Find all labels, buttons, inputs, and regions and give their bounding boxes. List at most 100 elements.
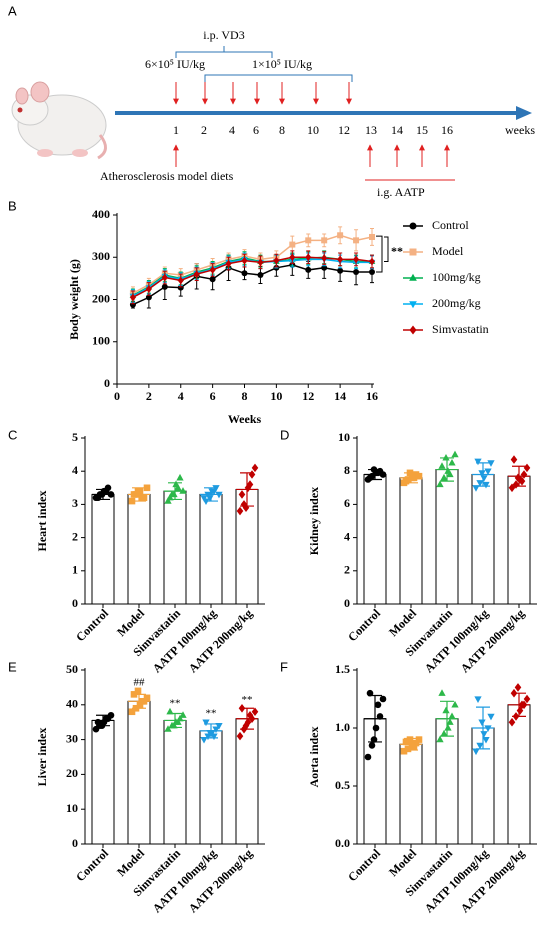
data-point [476,480,484,487]
data-point [520,470,528,479]
data-point [143,694,151,702]
data-point [176,473,184,481]
error-bar [400,737,422,751]
data-point [478,470,486,477]
data-point [257,271,264,278]
legend-label: Simvastatin [432,322,489,336]
data-point [166,707,174,715]
error-bar [92,714,114,727]
legend-marker [409,273,417,281]
treatment-label: i.g. AATP [377,185,425,199]
legend-label: Model [432,244,464,258]
data-point [134,687,142,695]
data-point [209,276,216,283]
data-point [170,721,178,729]
bar [91,719,115,845]
error-bar [364,694,386,743]
data-point [451,700,459,708]
data-point [257,258,264,267]
x-tick-label: Control [345,846,383,884]
series-line [132,234,373,294]
x-tick-label: 0 [114,389,120,403]
y-tick-label: 4 [344,529,350,543]
diet-label: Atherosclerosis model diets [100,169,234,183]
data-point [451,450,459,458]
data-point [164,725,172,732]
data-point [374,701,382,709]
data-point [129,301,136,308]
significance-label: ** [206,708,217,720]
first-dose-label: 6×10⁵ IU/kg [145,57,205,71]
x-tick-label: 6 [210,389,216,403]
data-point [138,494,146,502]
legend-marker [409,325,417,335]
legend-marker [409,222,417,230]
x-tick-label: 12 [302,389,314,403]
data-point [236,506,244,516]
error-bar [508,465,530,487]
week-label: 8 [279,123,285,137]
data-point [305,237,312,244]
data-point [508,483,516,493]
data-point [321,237,328,244]
bar [363,474,387,605]
x-tick-label: 14 [334,389,346,403]
data-point [379,695,387,703]
bar [399,477,423,605]
data-point [353,237,360,244]
data-point [364,753,372,761]
data-point [174,718,182,725]
data-point [436,480,444,488]
data-point [179,487,187,494]
data-point [516,706,524,715]
data-point [241,270,248,277]
dose-bracket [175,46,273,58]
y-tick-label: 5 [72,430,78,444]
data-point [523,694,531,704]
y-tick-label: 1 [72,563,78,577]
data-point [305,253,312,262]
bar [471,474,495,605]
injection-arrows [173,82,352,105]
data-point [472,748,480,756]
data-point [225,259,232,268]
y-axis-label: Liver index [35,728,49,787]
error-bar [92,488,114,501]
data-point [512,480,520,489]
data-point [215,723,223,730]
data-point [193,270,200,279]
data-point [404,745,412,753]
data-point [415,472,423,480]
panel-label: D [280,427,289,442]
week-label: 4 [229,123,235,137]
data-point [376,713,384,720]
data-point [514,683,522,692]
significance-label: ** [242,694,253,706]
bar [91,493,115,605]
data-point [369,257,375,266]
data-point [166,493,174,501]
data-point [143,484,151,492]
data-point [242,721,250,730]
rat-illustration [11,81,107,160]
x-tick-label: AATP 100mg/kg [150,846,219,915]
dose-label: i.p. VD3 [203,28,244,42]
data-point [510,455,518,464]
data-point [134,487,142,495]
data-point [337,232,344,239]
data-point [353,255,360,264]
week-label: 16 [441,123,453,137]
y-tick-label: 1.5 [335,662,350,676]
panel-label: E [8,659,17,674]
error-bar [436,700,458,737]
bar [199,730,223,845]
data-point [436,735,444,743]
data-point [514,473,522,483]
x-tick-label: 10 [270,389,282,403]
y-axis-label: Body weight (g) [67,259,81,340]
error-bar [236,472,258,507]
error-bar [436,457,458,482]
data-point [202,498,210,506]
y-tick-label: 20 [66,766,78,780]
